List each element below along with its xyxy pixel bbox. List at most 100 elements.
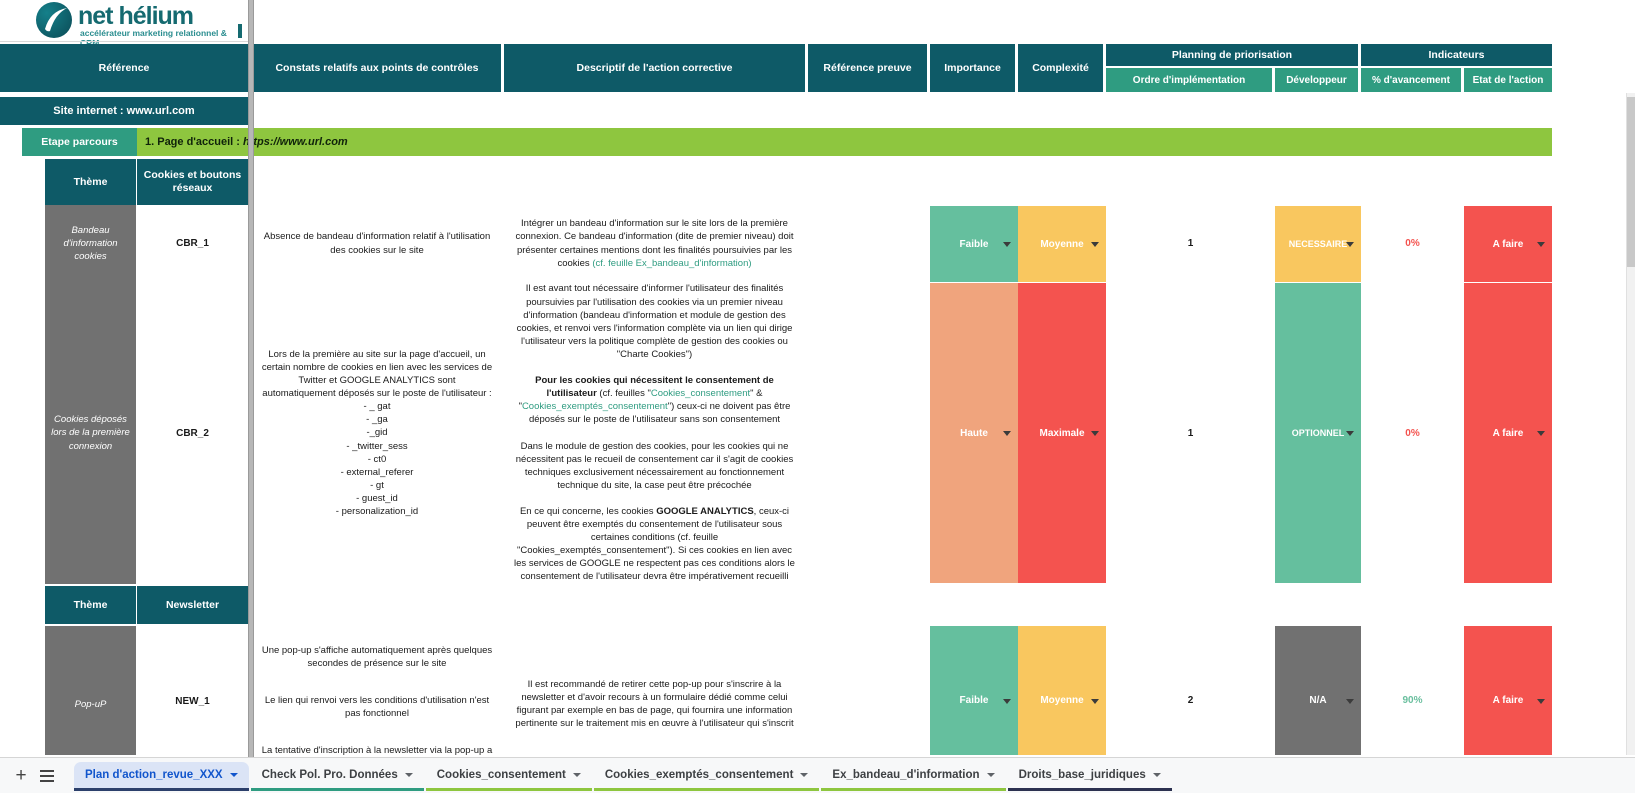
cbr2-avancement-cell[interactable]: 0%: [1405, 427, 1420, 439]
header-ordre: Ordre d'implémentation: [1106, 68, 1272, 92]
tab-menu-arrow-icon[interactable]: [800, 772, 809, 777]
cbr2-action-p4-bold: GOOGLE ANALYTICS: [656, 505, 754, 517]
dropdown-arrow-icon[interactable]: [1003, 698, 1011, 704]
tab-ex-bandeau-dinformation[interactable]: Ex_bandeau_d'information: [821, 762, 1006, 791]
cbr2-action-p2-t1: (cf. feuilles ": [596, 388, 651, 400]
site-internet-cell[interactable]: Site internet : www.url.com: [0, 97, 248, 125]
new1-complexite-select[interactable]: Moyenne: [1018, 626, 1106, 755]
cbr2-action-cell[interactable]: Il est avant tout nécessaire d'informer …: [504, 282, 805, 584]
cbr1-constat-cell[interactable]: Absence de bandeau d'information relatif…: [253, 205, 501, 282]
new1-complexite-value: Moyenne: [1040, 695, 1084, 706]
cookie-item: -_gid: [366, 427, 388, 439]
vertical-scrollbar-thumb[interactable]: [1627, 97, 1635, 267]
cbr2-action-sheet-link-1[interactable]: Cookies_consentement: [650, 388, 751, 400]
cbr2-etat-select[interactable]: A faire: [1464, 283, 1552, 583]
cbr1-etat-select[interactable]: A faire: [1464, 206, 1552, 282]
cbr2-category-cell: Cookies déposés lors de la première conn…: [45, 282, 136, 584]
cbr2-developpeur-select[interactable]: OPTIONNEL: [1275, 283, 1361, 583]
cbr1-action-sheet-link[interactable]: (cf. feuille Ex_bandeau_d'information): [592, 257, 752, 269]
tab-cookies-exemptes-consentement[interactable]: Cookies_exemptés_consentement: [593, 762, 820, 791]
tab-cookies-consentement[interactable]: Cookies_consentement: [425, 762, 592, 791]
cbr2-developpeur-value: OPTIONNEL: [1291, 428, 1345, 438]
cbr1-avancement-cell[interactable]: 0%: [1405, 238, 1420, 249]
dropdown-arrow-icon[interactable]: [1346, 698, 1354, 704]
cbr2-constat-cell[interactable]: Lors de la première au site sur la page …: [253, 282, 501, 584]
cbr1-constat-text: Absence de bandeau d'information relatif…: [263, 231, 491, 256]
tab-label: Check Pol. Pro. Données: [261, 768, 398, 781]
tab-label: Cookies_exemptés_consentement: [604, 768, 794, 781]
freeze-pane-divider[interactable]: [248, 0, 254, 757]
new1-ref-cell[interactable]: NEW_1: [175, 696, 210, 707]
cookie-item: - external_referer: [340, 466, 414, 478]
cbr2-action-p4-t1: En ce qui concerne, les cookies: [519, 505, 657, 517]
tab-check-pol-pro-donnees[interactable]: Check Pol. Pro. Données: [250, 762, 424, 791]
cbr1-developpeur-value: NECESSAIRE: [1288, 239, 1348, 249]
header-complexite: Complexité: [1018, 44, 1103, 92]
dropdown-arrow-icon[interactable]: [1003, 242, 1011, 247]
dropdown-arrow-icon[interactable]: [1091, 698, 1099, 704]
cbr2-ordre-cell[interactable]: 1: [1187, 427, 1194, 439]
theme2-value: Newsletter: [137, 586, 248, 624]
cbr1-developpeur-select[interactable]: NECESSAIRE: [1275, 206, 1361, 282]
tab-menu-arrow-icon[interactable]: [1152, 772, 1161, 777]
tab-menu-arrow-icon[interactable]: [986, 772, 995, 777]
new1-importance-select[interactable]: Faible: [930, 626, 1018, 755]
dropdown-arrow-icon[interactable]: [1537, 431, 1545, 436]
dropdown-arrow-icon[interactable]: [1003, 431, 1011, 436]
cookie-item: - _ gat: [363, 401, 391, 413]
cbr2-complexite-value: Maximale: [1039, 427, 1085, 439]
brand-accent-bar: [238, 24, 242, 38]
tab-menu-arrow-icon[interactable]: [404, 772, 413, 777]
dropdown-arrow-icon[interactable]: [1346, 431, 1354, 436]
cbr2-action-p2-t3: ") ceux-ci ne doivent pas être déposés s…: [528, 401, 791, 426]
header-group-indicateurs: Indicateurs: [1361, 44, 1552, 66]
etape-parcours-value[interactable]: 1. Page d'accueil : https://www.url.com: [137, 128, 1552, 156]
dropdown-arrow-icon[interactable]: [1537, 242, 1545, 247]
new1-constat-cell[interactable]: Une pop-up s'affiche automatiquement apr…: [253, 626, 501, 755]
brand-tagline: accélérateur marketing relationnel & CRM: [80, 28, 227, 48]
dropdown-arrow-icon[interactable]: [1091, 431, 1099, 436]
new1-developpeur-select[interactable]: N/A: [1275, 626, 1361, 755]
vertical-scrollbar-track[interactable]: [1626, 93, 1635, 755]
new1-avancement-cell[interactable]: 90%: [1402, 695, 1423, 706]
new1-developpeur-value: N/A: [1309, 695, 1327, 706]
dropdown-arrow-icon[interactable]: [1346, 242, 1354, 247]
new1-etat-select[interactable]: A faire: [1464, 626, 1552, 755]
new1-category-cell: Pop-uP: [45, 626, 136, 755]
cbr1-action-text: Intégrer un bandeau d'information sur le…: [515, 218, 794, 269]
cbr1-ref-cell[interactable]: CBR_1: [176, 238, 209, 249]
cbr1-ordre-cell[interactable]: 1: [1187, 238, 1194, 249]
cbr2-action-sheet-link-2[interactable]: Cookies_exemptés_consentement: [521, 401, 668, 413]
cbr2-importance-select[interactable]: Haute: [930, 283, 1018, 583]
dropdown-arrow-icon[interactable]: [1537, 698, 1545, 704]
cbr1-complexite-select[interactable]: Moyenne: [1018, 206, 1106, 282]
theme2-label: Thème: [45, 586, 136, 624]
cbr2-constat-intro: Lors de la première au site sur la page …: [261, 348, 493, 400]
cbr2-action-p2-bold: Pour les cookies qui nécessitent le cons…: [535, 375, 774, 400]
new1-action-cell[interactable]: Il est recommandé de retirer cette pop-u…: [504, 626, 805, 755]
cookie-item: - _twitter_sess: [346, 440, 408, 452]
cbr1-action-cell[interactable]: Intégrer un bandeau d'information sur le…: [504, 205, 805, 282]
sheet-tab-bar: Plan d'action_revue_XXX Check Pol. Pro. …: [0, 757, 1635, 793]
new1-importance-value: Faible: [959, 695, 989, 706]
dropdown-arrow-icon[interactable]: [1091, 242, 1099, 247]
cbr1-category-cell: Bandeau d'information cookies: [45, 205, 136, 282]
tab-menu-arrow-icon[interactable]: [229, 772, 238, 777]
cbr1-etat-value: A faire: [1492, 238, 1524, 250]
add-sheet-button[interactable]: [8, 763, 34, 789]
all-sheets-menu-button[interactable]: [34, 763, 60, 789]
cbr2-ref-cell[interactable]: CBR_2: [176, 427, 209, 439]
cbr1-importance-value: Faible: [959, 238, 989, 250]
cbr2-complexite-select[interactable]: Maximale: [1018, 283, 1106, 583]
new1-ordre-cell[interactable]: 2: [1187, 695, 1194, 706]
tab-menu-arrow-icon[interactable]: [572, 772, 581, 777]
tab-droits-base-juridiques[interactable]: Droits_base_juridiques: [1007, 762, 1172, 791]
tab-plan-daction-revue[interactable]: Plan d'action_revue_XXX: [74, 761, 249, 791]
cookie-item: - ct0: [367, 453, 387, 465]
cbr1-complexite-value: Moyenne: [1040, 238, 1084, 250]
cookie-item: - _ga: [366, 414, 388, 426]
cbr1-importance-select[interactable]: Faible: [930, 206, 1018, 282]
etape-value-url: https://www.url.com: [243, 136, 348, 148]
cbr2-action-p2: Pour les cookies qui nécessitent le cons…: [512, 374, 797, 426]
header-descriptif: Descriptif de l'action corrective: [504, 44, 805, 92]
